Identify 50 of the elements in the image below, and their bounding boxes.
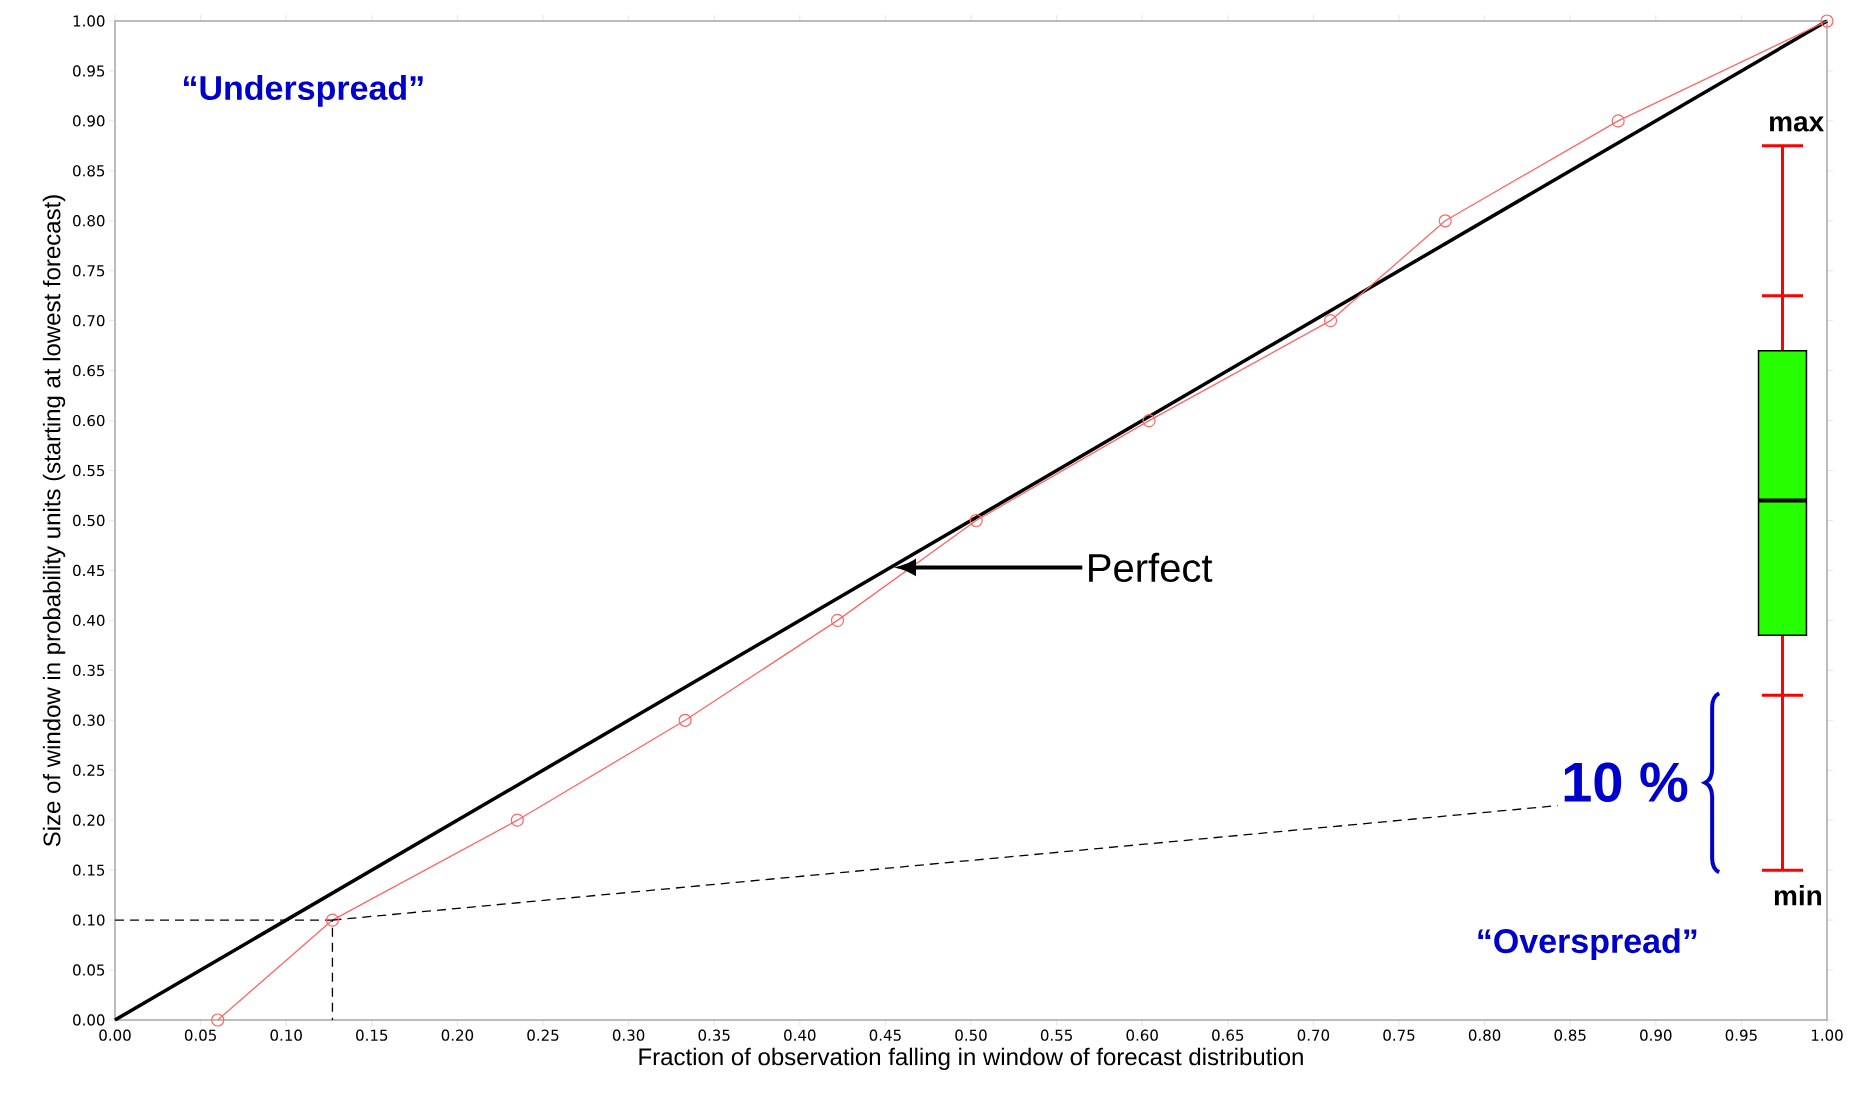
x-tick-label: 0.50 [955, 1029, 987, 1041]
y-tick-label: 0.40 [73, 614, 105, 627]
x-tick-label: 0.55 [1040, 1029, 1072, 1041]
x-tick-label: 1.00 [1811, 1029, 1843, 1041]
x-tick-label: 0.05 [184, 1029, 216, 1041]
y-tick-label: 0.90 [73, 115, 105, 127]
y-tick-label: 0.80 [73, 215, 105, 227]
y-tick-label: 0.50 [73, 514, 105, 527]
x-tick-label: 0.75 [1383, 1029, 1415, 1041]
legend-label: Perfect [1089, 552, 1213, 583]
x-tick-label: 0.10 [270, 1029, 302, 1041]
x-tick-label: 0.40 [784, 1029, 816, 1041]
y-tick-label: 0.75 [73, 265, 105, 277]
x-tick-label: 0.80 [1468, 1029, 1501, 1041]
y-tick-label: 0.05 [73, 964, 105, 976]
y-tick-label: 0.65 [73, 364, 105, 377]
y-tick-label: 0.00 [73, 1014, 105, 1026]
annotation: 10 % [1564, 762, 1688, 803]
y-tick-label: 1.00 [73, 15, 105, 27]
x-tick-label: 0.65 [1212, 1029, 1244, 1041]
x-tick-label: 0.95 [1725, 1029, 1757, 1041]
annotation: min [1774, 884, 1822, 906]
y-tick-label: 0.55 [73, 464, 105, 477]
x-tick-label: 0.45 [869, 1029, 901, 1041]
annotation: max [1770, 116, 1824, 132]
x-tick-label: 0.30 [612, 1029, 645, 1041]
x-tick-label: 0.90 [1640, 1029, 1672, 1041]
y-tick-label: 0.45 [73, 564, 105, 577]
y-tick-label: 0.85 [73, 165, 105, 177]
y-tick-label: 0.30 [73, 714, 105, 726]
y-tick-label: 0.35 [73, 664, 105, 677]
x-tick-label: 0.20 [441, 1029, 474, 1041]
y-tick-label: 0.15 [73, 864, 105, 876]
y-tick-label: 0.60 [73, 414, 105, 427]
x-tick-label: 0.60 [1126, 1029, 1158, 1041]
y-axis-title: Size of window in probability units (starting at lowest forecast) [42, 195, 66, 847]
y-tick-label: 0.10 [73, 914, 105, 926]
x-tick-label: 0.70 [1297, 1029, 1330, 1041]
annotation: “Overspread” [1478, 928, 1697, 960]
x-tick-label: 0.35 [698, 1029, 730, 1041]
x-tick-label: 0.85 [1554, 1029, 1586, 1041]
x-tick-label: 0.25 [527, 1029, 559, 1041]
y-tick-label: 0.25 [73, 764, 105, 776]
x-axis-title: Fraction of observation falling in window of forecast distribution [639, 1047, 1303, 1071]
annotation: “Underspread” [183, 75, 423, 107]
y-tick-label: 0.20 [73, 814, 105, 826]
x-tick-label: 0.15 [356, 1029, 388, 1041]
y-tick-label: 0.70 [73, 315, 105, 327]
x-tick-label: 0.00 [99, 1029, 131, 1041]
y-tick-label: 0.95 [73, 65, 105, 77]
